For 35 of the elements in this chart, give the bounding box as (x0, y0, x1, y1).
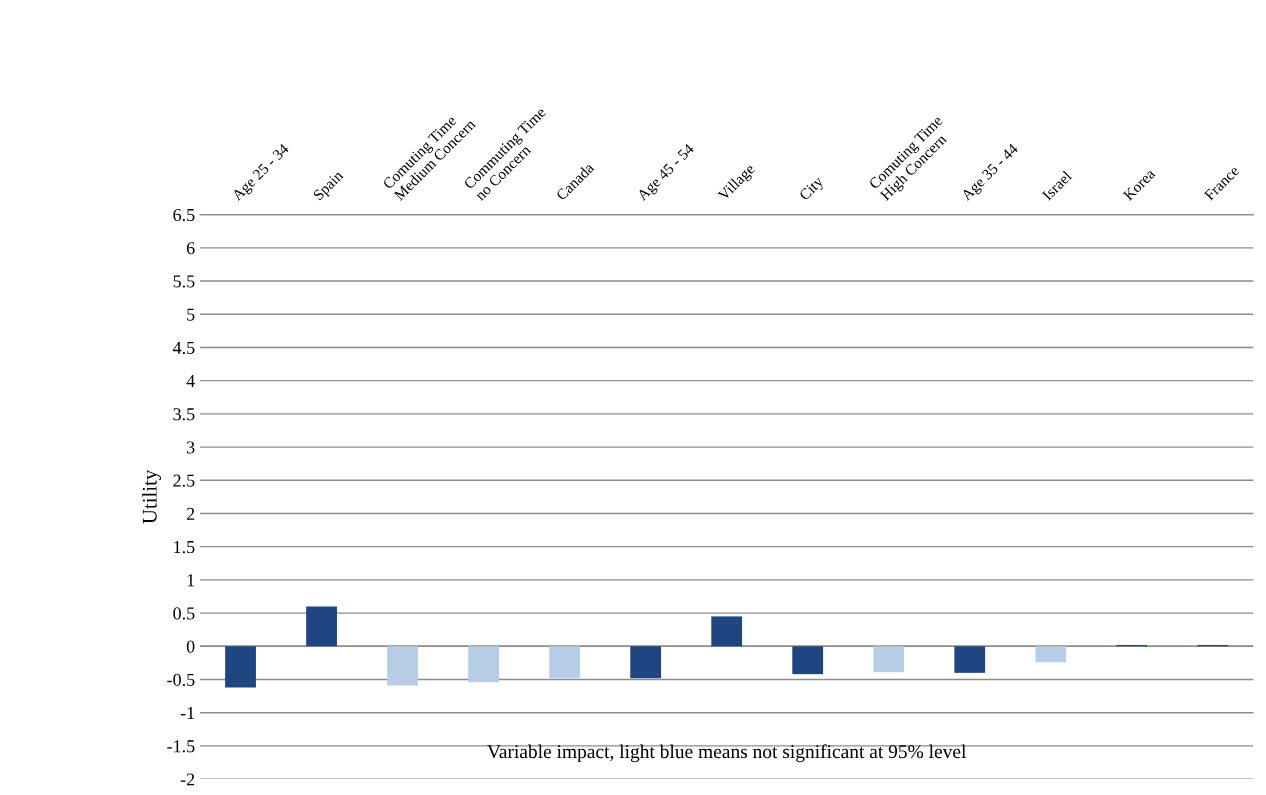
y-tick-label: 0.5 (173, 607, 195, 620)
bar (306, 606, 337, 647)
y-tick-label: 3 (187, 441, 195, 454)
x-tick-label: Age 45 - 54 (636, 142, 697, 204)
x-tick-label: Age 35 - 44 (960, 142, 1021, 204)
y-tick-label: -0.5 (167, 673, 195, 687)
bar (954, 646, 986, 673)
annotation: Variable impact, light blue means not significant at 95% level (487, 744, 967, 763)
y-tick-label: -1.5 (167, 740, 195, 753)
bar (387, 646, 418, 686)
bar (792, 646, 824, 675)
y-tick-label: 1.5 (174, 541, 195, 554)
bar (225, 646, 256, 688)
bar (549, 646, 581, 679)
y-tick-label: 2.5 (173, 474, 195, 487)
y-tick-label: 3.5 (173, 408, 195, 421)
bar (873, 646, 905, 673)
bar (711, 616, 743, 647)
y-axis-title: Utility (142, 469, 162, 524)
y-tick-label: 0 (186, 640, 195, 653)
y-tick-label: 4.5 (172, 341, 195, 354)
y-tick-label: 5.5 (173, 275, 195, 288)
y-tick-label: -1 (180, 707, 195, 719)
x-tick-label: Age 25 - 34 (231, 142, 292, 204)
y-tick-label: 6 (186, 242, 195, 255)
y-tick-label: 1 (187, 574, 195, 587)
y-tick-label: 6.5 (173, 208, 195, 222)
y-tick-label: 5 (187, 308, 195, 321)
y-tick-label: -2 (180, 773, 195, 786)
x-tick-label: City (798, 175, 827, 204)
y-tick-label: 4 (186, 375, 195, 387)
bar (630, 646, 662, 679)
bar (468, 646, 500, 683)
y-tick-label: 2 (186, 507, 195, 520)
bar (1035, 646, 1067, 663)
